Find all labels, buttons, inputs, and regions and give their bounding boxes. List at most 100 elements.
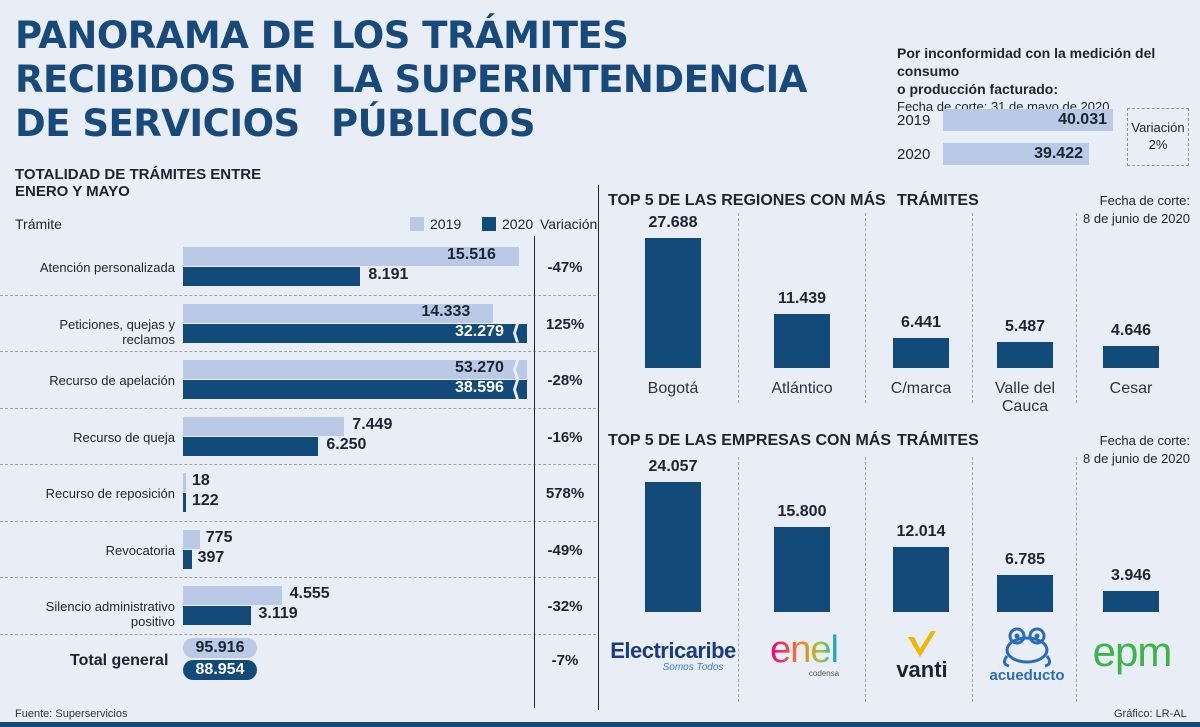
title-line: PÚBLICOS [331, 102, 535, 145]
title-line: LOS TRÁMITES [331, 14, 629, 57]
row-divider [0, 294, 596, 296]
bar-value: 6.250 [326, 435, 367, 453]
inconformidad-bar-2019: 40.031 [943, 109, 1113, 131]
bar-value: 32.279 [455, 322, 504, 340]
inconformidad-note: Por inconformidad con la medición del co… [897, 44, 1200, 116]
year-label: 2020 [897, 145, 931, 163]
column-category: Cesar [1109, 380, 1153, 397]
bar-19 [183, 360, 527, 379]
column-bar [774, 314, 830, 368]
year-label: 2019 [897, 111, 931, 129]
bar-value: 18 [192, 472, 210, 489]
row-label: Recurso de reposición [45, 486, 175, 501]
bar-value: 8.191 [368, 266, 409, 283]
cut-line: Fecha de corte: [1099, 433, 1190, 448]
row-variation: -16% [547, 428, 583, 446]
column-divider [1076, 457, 1077, 702]
bar-value: 7.449 [352, 415, 393, 433]
bar-20 [183, 493, 186, 512]
column-category: Valle del Cauca [994, 380, 1056, 415]
column-category: Atlántico [771, 380, 833, 397]
total-2019: 95.916 [183, 638, 257, 658]
row-variation: -32% [547, 598, 583, 615]
note-line-2: o producción facturado: [897, 81, 1058, 97]
bar-value: 775 [205, 528, 233, 546]
row-divider [0, 407, 596, 409]
title-line: LA SUPERINTENDENCIA [331, 58, 807, 101]
row-variation: 578% [545, 485, 585, 502]
vanti-logo: vanti [880, 624, 964, 686]
column-value: 27.688 [648, 214, 698, 231]
column-bar [1103, 346, 1159, 368]
vanti-wordmark: vanti [896, 657, 948, 682]
column-divider [738, 213, 739, 403]
column-divider [1076, 213, 1077, 403]
bar-20 [183, 323, 527, 343]
break-mark [513, 323, 519, 343]
bar-value: 3.119 [258, 605, 298, 622]
variation-header: Variación [540, 216, 598, 232]
variation-value: 2% [1148, 137, 1168, 152]
electricaribe-wordmark: Electricaribe [610, 637, 736, 663]
column-bar [997, 342, 1053, 368]
row-label: Peticiones, quejas y reclamos [59, 316, 175, 347]
column-divider [972, 457, 973, 702]
bar-value: 53.270 [455, 359, 504, 376]
credit-note: Gráfico: LR-AL [1114, 708, 1187, 720]
vanti-check-icon [908, 631, 936, 657]
column-divider [865, 457, 866, 702]
companies-title-right: TRÁMITES [897, 432, 979, 449]
bar-19 [183, 416, 345, 436]
legend-swatch-2020 [482, 217, 496, 231]
row-label: Recurso de apelación [49, 373, 175, 388]
inconformidad-value: 39.422 [1034, 145, 1083, 162]
cut-line: 8 de junio de 2020 [1083, 451, 1190, 466]
inconformidad-row-2020: 2020 39.422 [897, 143, 1089, 165]
title-line: DE SERVICIOS [15, 102, 300, 145]
left-chart-title-line: ENERO Y MAYO [15, 183, 130, 200]
acueducto-logo: acueducto [985, 622, 1069, 688]
bar-20 [183, 380, 527, 399]
inconformidad-value: 40.031 [1058, 111, 1107, 128]
row-label: Atención personalizada [39, 260, 175, 275]
break-mark [513, 360, 519, 379]
column-value: 15.800 [777, 502, 827, 520]
row-variation: -28% [547, 372, 583, 389]
regions-cut-date: Fecha de corte: 8 de junio de 2020 [1060, 192, 1190, 228]
tramite-header: Trámite [15, 216, 62, 232]
row-divider [0, 633, 596, 635]
column-bar [997, 575, 1053, 612]
total-label: Total general [70, 652, 169, 669]
source-note: Fuente: Superservicios [15, 708, 128, 720]
row-variation: -47% [547, 259, 583, 276]
cut-line: 8 de junio de 2020 [1083, 211, 1190, 226]
title-left: PANORAMA DE RECIBIDOS EN DE SERVICIOS [15, 14, 316, 146]
row-divider [0, 351, 596, 352]
bar-value: 4.555 [289, 585, 330, 602]
legend-label-2020: 2020 [502, 216, 534, 232]
electricaribe-tagline: Somos Todos [662, 661, 724, 673]
legend-label-2019: 2019 [430, 216, 462, 232]
column-bar [893, 547, 949, 612]
row-variation: 125% [545, 315, 585, 333]
section-divider [598, 185, 599, 710]
bar-value: 15.516 [447, 246, 496, 263]
epm-logo: epm [1082, 628, 1182, 676]
inconformidad-row-2019: 2019 40.031 [897, 109, 1113, 131]
row-divider [0, 520, 596, 522]
bottom-band [0, 722, 1200, 727]
left-chart-title-line: TOTALIDAD DE TRÁMITES ENTRE [15, 166, 262, 183]
bar-20 [183, 267, 361, 286]
bar-20 [183, 606, 251, 625]
legend-2019: 2019 [410, 216, 461, 232]
enel-sub: codensa [808, 668, 840, 678]
column-bar [1103, 590, 1159, 612]
variation-box: Variación 2% [1127, 108, 1189, 166]
column-value: 4.646 [1110, 322, 1152, 340]
title-line: PANORAMA DE [15, 14, 316, 57]
column-bar [774, 526, 830, 612]
inconformidad-bar-2020: 39.422 [943, 143, 1089, 165]
total-variation: -7% [551, 652, 579, 669]
legend-swatch-2019 [410, 217, 424, 231]
regions-title-left: TOP 5 DE LAS REGIONES CON MÁS [608, 192, 886, 209]
